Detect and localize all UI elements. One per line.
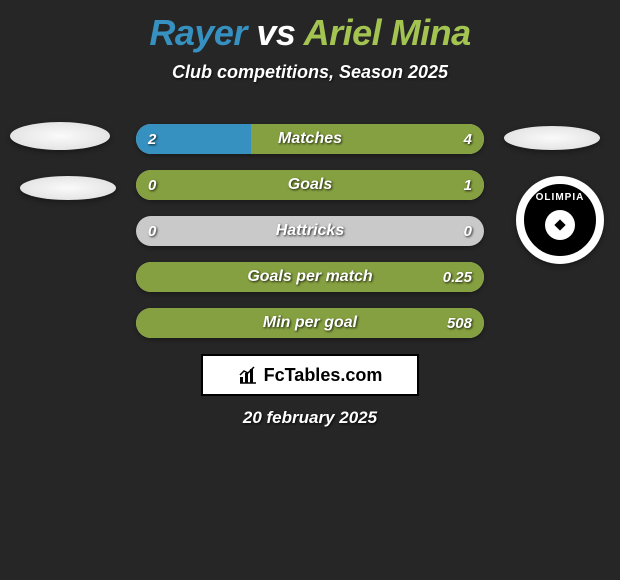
brand-box[interactable]: FcTables.com bbox=[201, 354, 419, 396]
vs-text: vs bbox=[247, 12, 304, 53]
subtitle: Club competitions, Season 2025 bbox=[0, 62, 620, 83]
stat-label: Goals bbox=[136, 170, 484, 200]
stats-container: Matches24Goals01Hattricks00Goals per mat… bbox=[136, 124, 484, 354]
date-text: 20 february 2025 bbox=[0, 408, 620, 428]
stat-row: Matches2 4 bbox=[136, 124, 484, 154]
stat-value-left: 2 bbox=[148, 124, 156, 154]
stat-value-right: 1 bbox=[464, 170, 472, 200]
player1-badge-2 bbox=[20, 176, 116, 200]
stat-row: Min per goal508 bbox=[136, 308, 484, 338]
header: Rayer vs Ariel Mina Club competitions, S… bbox=[0, 0, 620, 87]
club-name: OLIMPIA bbox=[536, 192, 585, 203]
player1-badge-1 bbox=[10, 122, 110, 150]
club-logo: OLIMPIA bbox=[516, 176, 604, 264]
club-logo-inner: OLIMPIA bbox=[522, 182, 598, 258]
stat-value-right: 4 bbox=[464, 124, 472, 154]
stat-row: Goals0 1 bbox=[136, 170, 484, 200]
stat-value-left: 0 bbox=[148, 170, 156, 200]
stat-label: Hattricks bbox=[136, 216, 484, 246]
stat-label: Matches bbox=[136, 124, 484, 154]
player1-name: Rayer bbox=[149, 12, 247, 53]
stat-value-right: 508 bbox=[447, 308, 472, 338]
stat-row: Hattricks0 0 bbox=[136, 216, 484, 246]
stat-value-right: 0 bbox=[464, 216, 472, 246]
page-title: Rayer vs Ariel Mina bbox=[0, 12, 620, 54]
stat-row: Goals per match0.25 bbox=[136, 262, 484, 292]
player2-name: Ariel Mina bbox=[304, 12, 471, 53]
player2-badge-1 bbox=[504, 126, 600, 150]
stat-label: Goals per match bbox=[136, 262, 484, 292]
stat-label: Min per goal bbox=[136, 308, 484, 338]
chart-icon bbox=[238, 365, 260, 385]
soccer-ball-icon bbox=[545, 210, 575, 240]
brand-text: FcTables.com bbox=[264, 365, 383, 386]
stat-value-left: 0 bbox=[148, 216, 156, 246]
stat-value-right: 0.25 bbox=[443, 262, 472, 292]
